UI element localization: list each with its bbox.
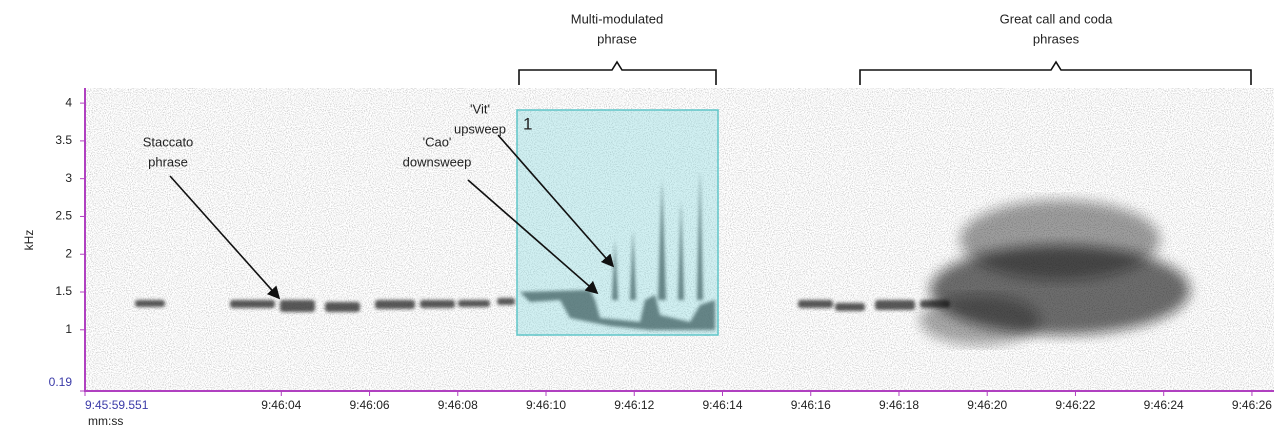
annotation: phrase [148, 154, 188, 169]
x-tick-label: 9:46:20 [967, 398, 1007, 412]
x-tick-label: 9:46:26 [1232, 398, 1272, 412]
y-tick-label: 3 [65, 171, 72, 185]
y-axis-label: kHz [22, 230, 36, 251]
x-axis-label: mm:ss [88, 414, 123, 428]
arrow [169, 175, 281, 300]
selection-label: 1 [523, 114, 532, 133]
x-tick-label: 9:46:12 [614, 398, 654, 412]
y-tick-label: 1.5 [55, 284, 72, 298]
x-tick-label: 9:46:24 [1144, 398, 1184, 412]
bracket [518, 60, 717, 85]
y-tick-label: 2.5 [55, 209, 72, 223]
bracket [859, 60, 1252, 85]
y-tick-label: 1 [65, 322, 72, 336]
annotation: downsweep [403, 154, 472, 169]
x-tick-label: 9:46:06 [350, 398, 390, 412]
x-tick-label: 9:46:16 [791, 398, 831, 412]
x-tick-label: 9:45:59.551 [85, 398, 149, 412]
call-shapes [135, 170, 1190, 345]
x-tick-label: 9:46:18 [879, 398, 919, 412]
annotation: Multi-modulated [571, 11, 664, 26]
annotation: phrase [597, 31, 637, 46]
x-tick-label: 9:46:14 [702, 398, 742, 412]
annotation: phrases [1033, 31, 1080, 46]
x-tick-label: 9:46:22 [1055, 398, 1095, 412]
annotation: 'Cao' [423, 134, 452, 149]
y-tick-label: 2 [65, 246, 72, 260]
arrow [497, 134, 615, 268]
x-tick-label: 9:46:04 [261, 398, 301, 412]
x-tick-label: 9:46:08 [438, 398, 478, 412]
y-tick-label: 3.5 [55, 133, 72, 147]
annotation: upsweep [454, 121, 506, 136]
annotation: 'Vit' [470, 101, 490, 116]
y-tick-label: 4 [65, 95, 72, 109]
annotation: Staccato [143, 134, 194, 149]
arrow [467, 179, 599, 295]
y-tick-label: 0.19 [49, 375, 73, 389]
annotation: Great call and coda [1000, 11, 1114, 26]
selection-box[interactable] [516, 109, 719, 336]
x-tick-label: 9:46:10 [526, 398, 566, 412]
